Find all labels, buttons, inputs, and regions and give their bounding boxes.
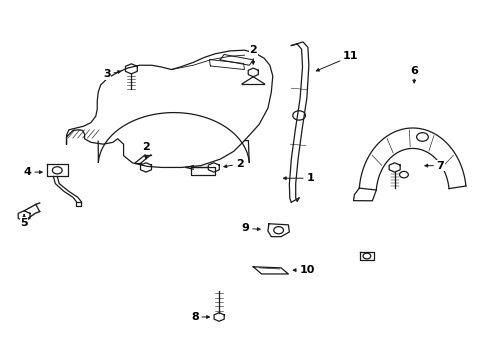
Text: 6: 6 [409, 66, 417, 83]
Text: 5: 5 [20, 215, 28, 228]
Text: 2: 2 [142, 142, 149, 159]
Text: 8: 8 [190, 312, 209, 322]
Text: 4: 4 [23, 167, 42, 177]
Text: 10: 10 [293, 265, 314, 275]
Text: 1: 1 [283, 173, 314, 183]
Text: 2: 2 [224, 159, 243, 169]
Text: 11: 11 [316, 51, 358, 71]
Text: 3: 3 [103, 69, 121, 79]
Text: 9: 9 [241, 224, 260, 233]
Text: 7: 7 [424, 161, 444, 171]
Text: 2: 2 [249, 45, 257, 64]
